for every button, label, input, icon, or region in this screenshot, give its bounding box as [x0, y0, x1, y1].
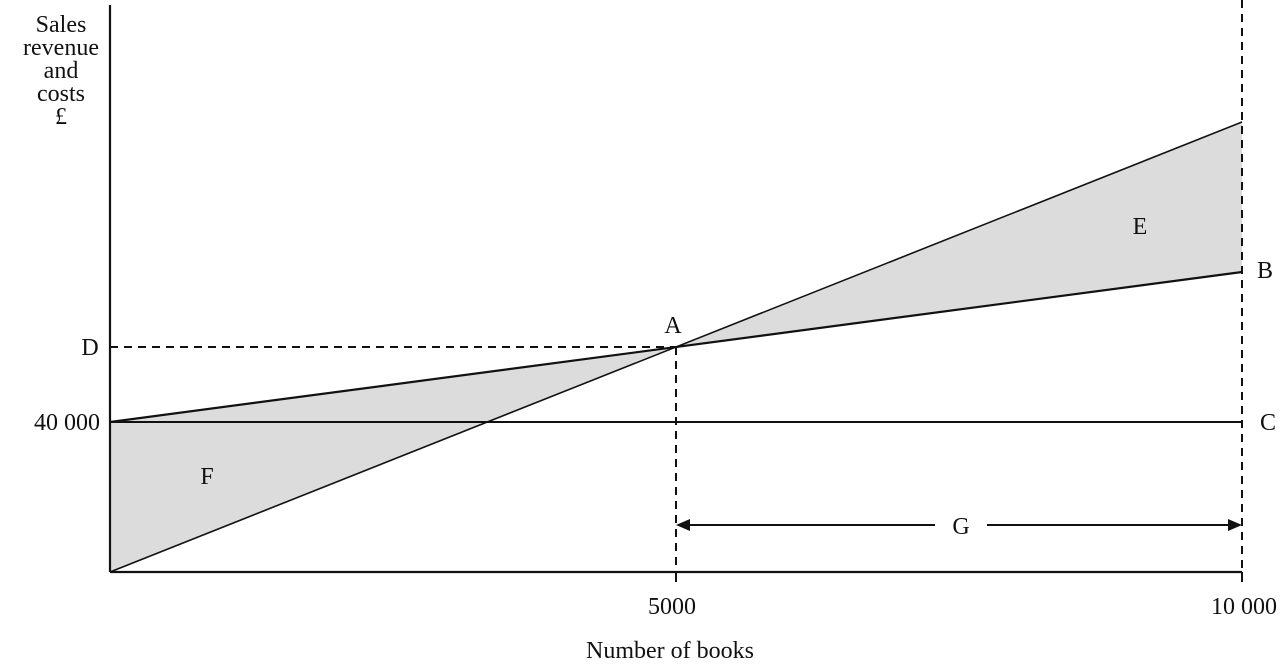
y-axis-label-line: costs: [37, 81, 85, 107]
y-axis-label-line: Sales: [36, 12, 87, 38]
y-axis-label-line: revenue: [23, 35, 99, 61]
axes: [108, 5, 1243, 582]
sales-revenue-line: [109, 121, 1243, 573]
label-G: G: [952, 514, 969, 540]
g-arrowhead-right: [1228, 519, 1242, 531]
g-arrowhead-left: [676, 519, 690, 531]
label-E: E: [1133, 214, 1148, 240]
x-tick-label: 10 000: [1211, 594, 1277, 620]
label-A: A: [664, 313, 682, 339]
y-axis-label-line: and: [44, 58, 79, 84]
x-tick-label: 5000: [648, 594, 696, 620]
chart-lines: [109, 0, 1243, 573]
y-tick-label: 40 000: [34, 410, 100, 436]
x-axis-title: Number of books: [586, 638, 754, 664]
label-B: B: [1257, 258, 1273, 284]
label-D: D: [81, 335, 98, 361]
y-axis-label-line: £: [55, 104, 67, 130]
label-F: F: [200, 464, 213, 490]
label-C: C: [1260, 410, 1276, 436]
